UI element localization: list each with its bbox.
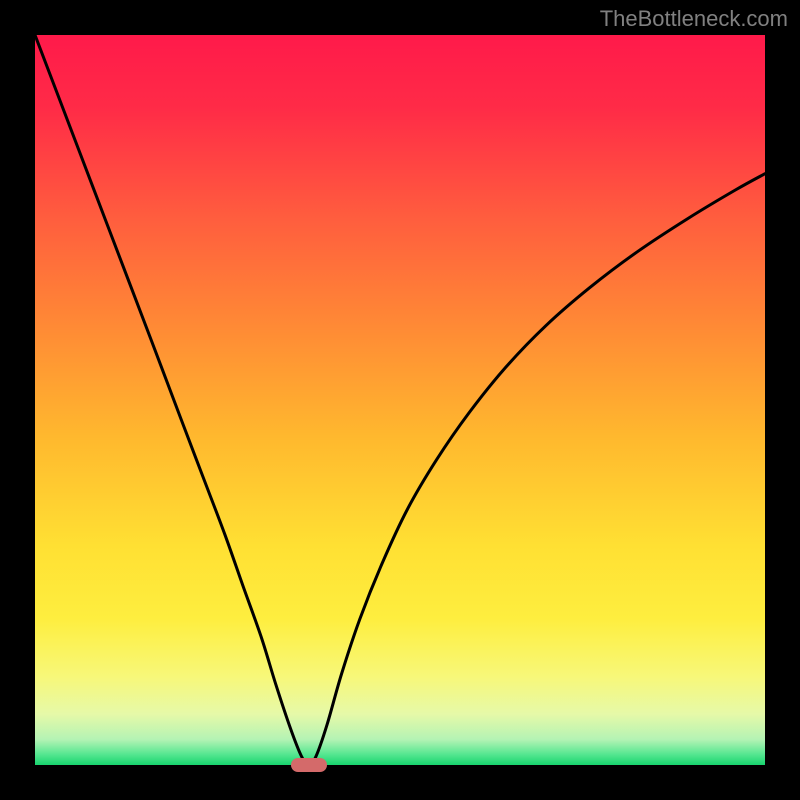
- watermark-text: TheBottleneck.com: [600, 6, 788, 32]
- curve-path: [35, 35, 765, 765]
- trough-marker: [291, 758, 328, 772]
- plot-area: [35, 35, 765, 765]
- bottleneck-curve: [35, 35, 765, 765]
